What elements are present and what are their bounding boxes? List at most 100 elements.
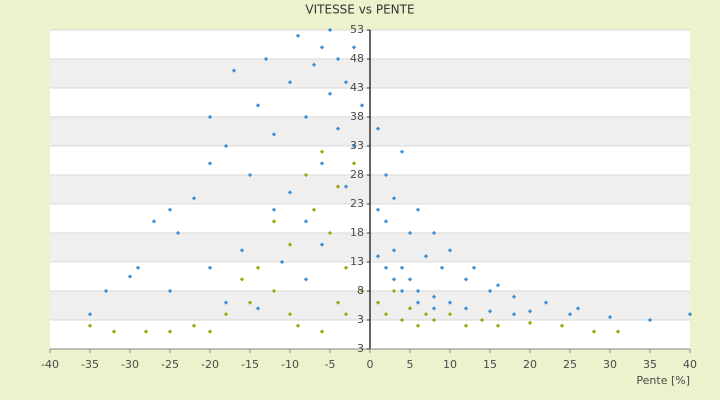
- point: [287, 312, 293, 317]
- point: [271, 207, 277, 212]
- point: [287, 242, 293, 247]
- point: [487, 288, 493, 294]
- x-tick-label: 0: [367, 358, 374, 371]
- point: [351, 143, 357, 149]
- point: [207, 329, 213, 334]
- point: [167, 207, 173, 212]
- x-tick-label: -40: [41, 358, 59, 371]
- point: [439, 265, 445, 270]
- point: [271, 288, 277, 294]
- chart-title: VITESSE vs PENTE: [305, 3, 414, 17]
- point: [383, 172, 389, 178]
- point: [511, 312, 517, 317]
- y-tick-label: 48: [350, 52, 364, 65]
- point: [423, 312, 429, 317]
- point: [143, 329, 149, 334]
- point: [607, 314, 613, 320]
- point: [391, 248, 397, 253]
- point: [383, 219, 389, 224]
- point: [399, 288, 405, 294]
- point: [495, 283, 501, 288]
- x-tick-label: -25: [161, 358, 179, 371]
- point: [487, 309, 493, 314]
- point: [207, 114, 213, 120]
- point: [447, 248, 453, 253]
- point: [463, 323, 469, 328]
- point: [295, 323, 301, 328]
- x-tick-label: -10: [281, 358, 299, 371]
- point: [375, 300, 381, 305]
- point: [431, 317, 437, 323]
- point: [247, 300, 253, 305]
- point: [207, 161, 213, 166]
- y-tick-label: 33: [350, 139, 364, 152]
- point: [415, 288, 421, 294]
- point: [415, 207, 421, 212]
- point: [399, 149, 405, 154]
- y-tick-label: 28: [350, 168, 364, 181]
- x-tick-label: 30: [603, 358, 617, 371]
- point: [423, 254, 429, 259]
- point: [335, 184, 341, 189]
- point: [191, 323, 197, 328]
- point: [135, 265, 141, 270]
- y-tick-label: 53: [350, 23, 364, 36]
- point: [151, 219, 157, 224]
- point: [303, 277, 309, 282]
- point: [303, 172, 309, 178]
- point: [207, 265, 213, 270]
- point: [127, 274, 133, 279]
- point: [319, 161, 325, 166]
- x-tick-label: 25: [563, 358, 577, 371]
- point: [343, 265, 349, 270]
- point: [431, 306, 437, 311]
- point: [303, 219, 309, 224]
- point: [383, 312, 389, 317]
- x-tick-label: -15: [241, 358, 259, 371]
- point: [399, 317, 405, 323]
- point: [223, 300, 229, 305]
- x-tick-label: 10: [443, 358, 457, 371]
- x-tick-label: -30: [121, 358, 139, 371]
- point: [343, 312, 349, 317]
- point: [383, 265, 389, 270]
- x-tick-label: -5: [325, 358, 336, 371]
- point: [527, 309, 533, 314]
- point: [415, 300, 421, 305]
- point: [191, 196, 197, 201]
- point: [375, 207, 381, 212]
- point: [511, 294, 517, 299]
- point: [471, 265, 477, 270]
- point: [167, 288, 173, 294]
- point: [463, 306, 469, 311]
- point: [495, 323, 501, 328]
- x-axis-label: Pente [%]: [636, 374, 690, 387]
- point: [311, 207, 317, 212]
- x-tick-label: -20: [201, 358, 219, 371]
- point: [407, 306, 413, 311]
- y-tick-label: 3: [357, 313, 364, 326]
- point: [431, 230, 437, 236]
- point: [415, 323, 421, 328]
- point: [431, 294, 437, 299]
- x-tick-label: 20: [523, 358, 537, 371]
- x-tick-label: -35: [81, 358, 99, 371]
- point: [223, 312, 229, 317]
- point: [591, 329, 597, 334]
- point: [239, 248, 245, 253]
- point: [343, 184, 349, 189]
- point: [479, 317, 485, 323]
- point: [407, 277, 413, 282]
- point: [271, 132, 277, 137]
- point: [351, 161, 357, 166]
- point: [279, 259, 285, 265]
- point: [575, 306, 581, 311]
- x-tick-label: 40: [683, 358, 697, 371]
- point: [407, 230, 413, 236]
- point: [223, 143, 229, 149]
- point: [375, 254, 381, 259]
- point: [615, 329, 621, 334]
- point: [239, 277, 245, 282]
- point: [527, 320, 533, 326]
